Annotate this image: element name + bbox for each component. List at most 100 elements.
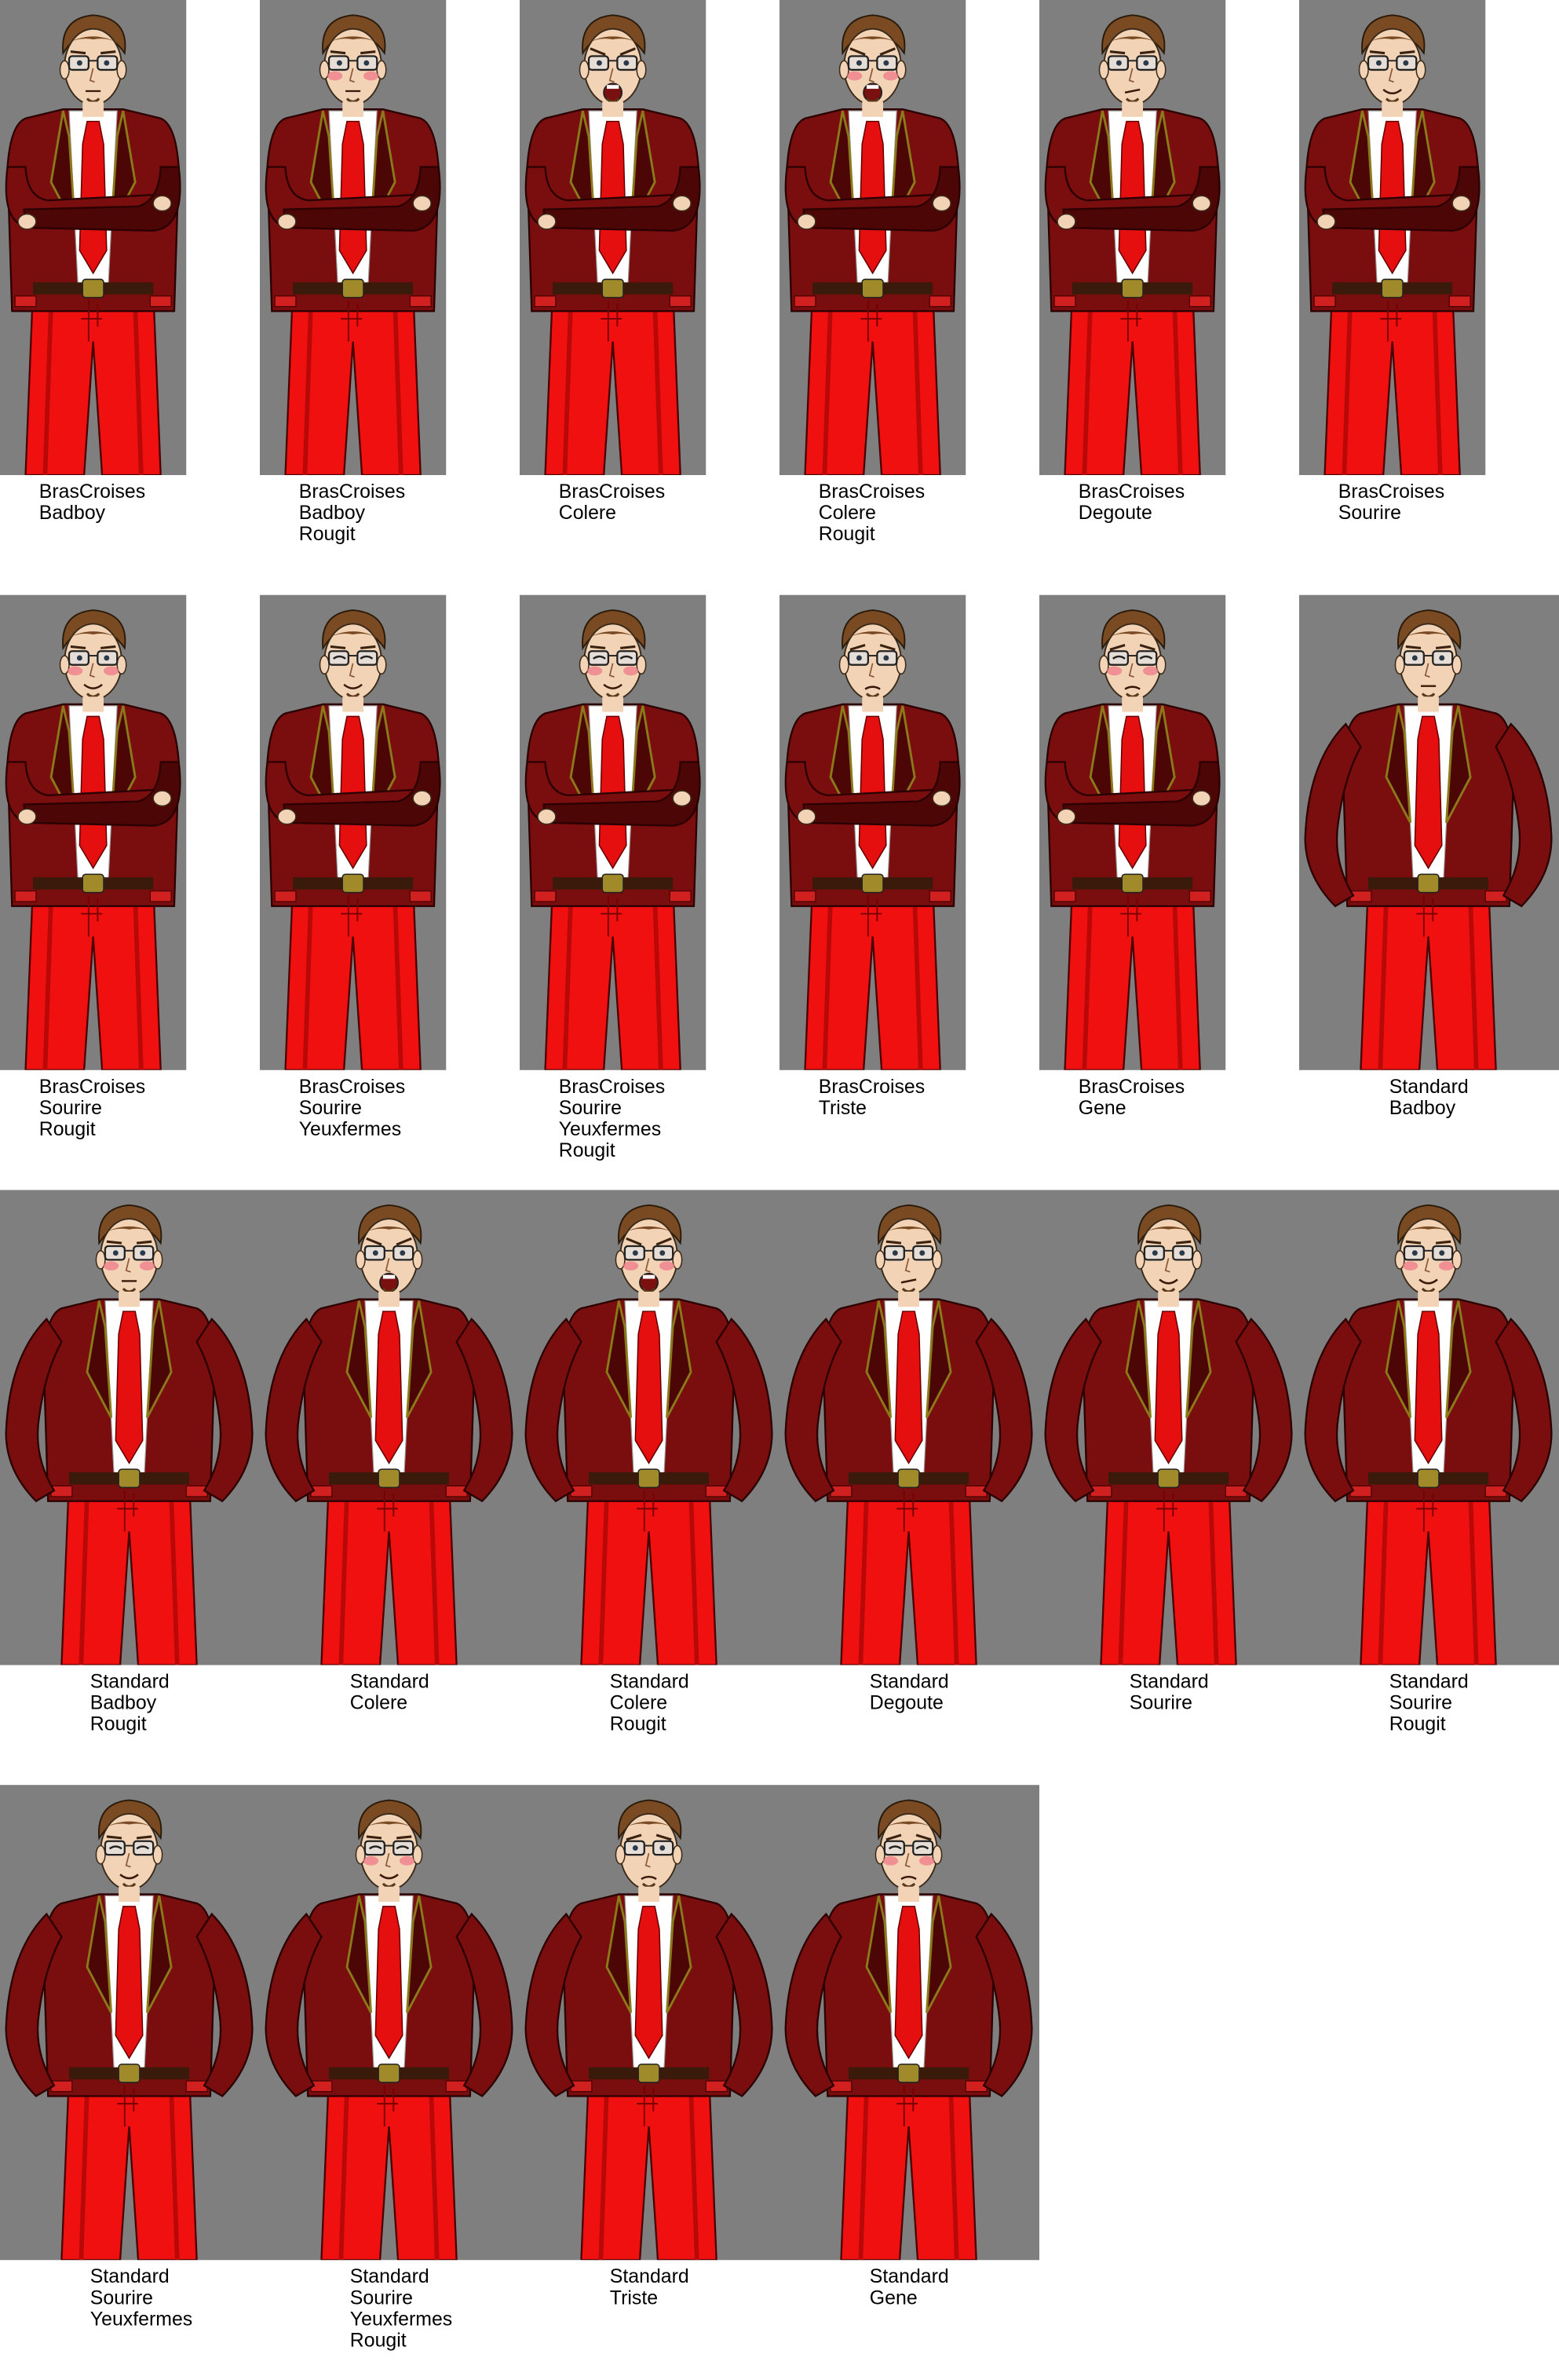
sprite-label: Standard Sourire Yeuxfermes Rougit: [349, 2265, 575, 2352]
sprite-label-line: Standard: [1389, 1669, 1469, 1693]
sprite-label: BrasCroises Sourire Yeuxfermes Rougit: [559, 1076, 784, 1161]
sprite-cell: Standard Badboy: [1299, 594, 1559, 1190]
character-sprite: [265, 1204, 513, 1665]
sprite-label-line: Triste: [609, 2286, 659, 2309]
sprite-label-line: Sourire: [1389, 1691, 1453, 1714]
sprite-label-line: Colere: [349, 1691, 408, 1714]
character-sprite: [1044, 1204, 1293, 1665]
sprite-label-line: Rougit: [818, 521, 875, 545]
sprite-label-line: Standard: [349, 1669, 429, 1693]
sprite-label: BrasCroises Triste: [819, 1076, 1044, 1118]
character-sprite: [5, 1204, 254, 1665]
character-sprite: [265, 14, 441, 476]
sprite-label: Standard Triste: [609, 2265, 835, 2309]
sprite-label-line: BrasCroises: [298, 1074, 406, 1098]
sprite-cell: BrasCroises Sourire Yeuxfermes: [260, 594, 520, 1190]
sprite-label: Standard Sourire: [1129, 1669, 1355, 1714]
sprite-label-line: Standard: [869, 2265, 949, 2288]
character-sprite: [784, 609, 961, 1070]
sprite-label-line: Badboy: [38, 500, 106, 524]
sprite-label-line: Rougit: [89, 1712, 147, 1735]
character-sprite: [784, 14, 961, 476]
sprite-panel: [1039, 1190, 1300, 1665]
sprite-label-line: BrasCroises: [558, 479, 666, 503]
sprite-cell: Standard Gene: [780, 1785, 1040, 2380]
sprite-cell: BrasCroises Colere Rougit: [780, 0, 1039, 595]
sprite-label-line: Badboy: [89, 1691, 157, 1714]
sprite-label-line: Sourire: [38, 1095, 102, 1119]
sprite-panel: [780, 1785, 1040, 2261]
sprite-label-line: Standard: [349, 2265, 429, 2288]
sprite-label-line: BrasCroises: [818, 479, 926, 503]
sprite-label: BrasCroises Colere Rougit: [819, 481, 1044, 545]
sprite-label-line: Standard: [1129, 1669, 1209, 1693]
character-sprite: [784, 1204, 1033, 1665]
sprite-cell: Standard Sourire Yeuxfermes: [0, 1785, 261, 2380]
sprite-panel: [260, 1190, 520, 1665]
sprite-panel: [780, 0, 966, 476]
sprite-cell: Standard Badboy Rougit: [0, 1190, 261, 1785]
sprite-label-line: Sourire: [1129, 1691, 1193, 1714]
sprite-label-line: Colere: [818, 500, 877, 524]
character-sprite: [265, 1799, 513, 2261]
character-sprite: [5, 1799, 254, 2261]
sprite-panel: [1039, 594, 1226, 1070]
sprite-label-line: Badboy: [1389, 1095, 1456, 1119]
sprite-label-line: Degoute: [1078, 500, 1152, 524]
sprite-label-line: BrasCroises: [1078, 479, 1185, 503]
sprite-label: Standard Colere Rougit: [609, 1669, 835, 1735]
sprite-panel: [520, 1190, 780, 1665]
sprite-panel: [1299, 594, 1559, 1070]
sprite-panel: [0, 0, 187, 476]
sprite-cell: BrasCroises Badboy Rougit: [260, 0, 520, 595]
sprite-label-line: Standard: [1389, 1074, 1469, 1098]
sprite-panel: [260, 1785, 520, 2261]
sprite-panel: [0, 1785, 261, 2261]
sprite-label-line: Sourire: [89, 2286, 154, 2309]
sprite-label: BrasCroises Badboy Rougit: [299, 481, 524, 545]
sprite-label-line: Gene: [1078, 1095, 1126, 1119]
sprite-panel: [0, 594, 187, 1070]
sprite-cell: Standard Sourire: [1039, 1190, 1300, 1785]
sprite-label-line: Colere: [558, 500, 617, 524]
sprite-label: Standard Degoute: [869, 1669, 1095, 1714]
sprite-panel: [1039, 0, 1226, 476]
character-sprite: [1304, 1204, 1553, 1665]
sprite-label: Standard Sourire Yeuxfermes: [89, 2265, 316, 2331]
sprite-label: Standard Sourire Rougit: [1389, 1669, 1559, 1735]
sprite-label-line: Yeuxfermes: [89, 2307, 193, 2331]
sprite-label-line: Yeuxfermes: [558, 1117, 662, 1140]
sprite-label: Standard Colere: [349, 1669, 575, 1714]
sprite-panel: [780, 594, 966, 1070]
sprite-panel: [260, 594, 447, 1070]
sprite-label-line: BrasCroises: [818, 1074, 926, 1098]
sprite-label-line: Degoute: [869, 1691, 944, 1714]
sprite-cell: BrasCroises Triste: [780, 594, 1039, 1190]
sprite-label-line: Yeuxfermes: [349, 2307, 453, 2331]
sprite-panel: [1299, 0, 1486, 476]
sprite-label-line: Badboy: [298, 500, 366, 524]
sprite-label-line: BrasCroises: [1078, 1074, 1185, 1098]
sprite-cell: BrasCroises Degoute: [1039, 0, 1299, 595]
sprite-label-line: Rougit: [298, 521, 356, 545]
sprite-cell: Standard Colere: [260, 1190, 520, 1785]
sprite-label-line: BrasCroises: [38, 479, 146, 503]
sprite-panel: [780, 1190, 1040, 1665]
sprite-label-line: BrasCroises: [298, 479, 406, 503]
sprite-label-line: BrasCroises: [558, 1074, 666, 1098]
character-sprite: [1304, 609, 1553, 1070]
sprite-panel: [1299, 1190, 1559, 1665]
sprite-cell: BrasCroises Sourire Yeuxfermes Rougit: [520, 594, 780, 1190]
sprite-label-line: Standard: [609, 1669, 689, 1693]
sprite-cell: BrasCroises Sourire: [1299, 0, 1559, 595]
sprite-panel: [520, 1785, 780, 2261]
sprite-label-line: Standard: [869, 1669, 949, 1693]
sprite-label-line: Rougit: [1389, 1712, 1446, 1735]
sprite-label-line: Sourire: [298, 1095, 362, 1119]
sprite-cell: BrasCroises Gene: [1039, 594, 1299, 1190]
sprite-label-line: Rougit: [349, 2328, 407, 2352]
character-sprite: [5, 14, 181, 476]
sprite-label-line: Rougit: [609, 1712, 666, 1735]
character-sprite: [1044, 609, 1221, 1070]
